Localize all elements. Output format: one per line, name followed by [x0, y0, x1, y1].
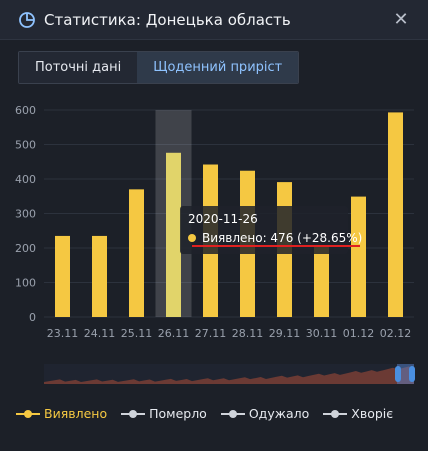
x-tick-label: 26.11: [158, 327, 190, 340]
legend-line-icon: [220, 409, 245, 418]
bar: [351, 196, 366, 317]
legend-line-icon: [16, 409, 40, 418]
x-tick-label: 25.11: [121, 327, 153, 340]
annotation-underline: [192, 245, 360, 247]
bar: [166, 152, 181, 317]
x-tick-label: 01.12: [343, 327, 375, 340]
bar: [55, 235, 70, 317]
legend-label: Померло: [149, 406, 207, 421]
bar: [129, 189, 144, 317]
tooltip-value-row: Виявлено: 476 (+28.65%): [188, 231, 362, 245]
y-tick-label: 500: [15, 139, 36, 152]
legend-item-recovered[interactable]: Одужало: [220, 406, 310, 421]
y-tick-label: 100: [15, 277, 36, 290]
legend-label: Одужало: [248, 406, 310, 421]
pie-chart-icon: [19, 12, 35, 28]
legend-line-icon: [121, 409, 146, 418]
zoom-slider-handle-right[interactable]: [409, 366, 415, 382]
x-tick-label: 24.11: [84, 327, 116, 340]
modal-header: Статистика: Донецька область ✕: [0, 0, 428, 40]
legend-item-sick[interactable]: Хворіє: [323, 406, 393, 421]
x-tick-label: 02.12: [380, 327, 412, 340]
y-tick-label: 300: [15, 208, 36, 221]
tooltip-dot-icon: [188, 234, 196, 242]
zoom-slider-handle-left[interactable]: [395, 366, 401, 382]
y-tick-label: 200: [15, 242, 36, 255]
legend-label: Виявлено: [44, 406, 108, 421]
x-tick-label: 28.11: [232, 327, 264, 340]
close-button[interactable]: ✕: [393, 9, 409, 30]
y-tick-label: 400: [15, 173, 36, 186]
legend-item-detected[interactable]: Виявлено: [16, 406, 107, 421]
x-tick-label: 30.11: [306, 327, 338, 340]
bar: [92, 235, 107, 317]
y-tick-label: 0: [29, 311, 36, 324]
bar: [314, 246, 329, 317]
x-tick-label: 29.11: [269, 327, 301, 340]
tab-group: Поточні дані Щоденний приріст: [18, 51, 300, 84]
chart-legend: Виявлено Померло Одужало Хворіє: [16, 406, 393, 421]
legend-label: Хворіє: [351, 406, 394, 421]
tooltip-value: Виявлено: 476 (+28.65%): [202, 231, 363, 245]
zoom-slider-overview: [44, 366, 414, 384]
legend-line-icon: [323, 409, 348, 418]
x-tick-label: 23.11: [47, 327, 79, 340]
tab-daily-growth[interactable]: Щоденний приріст: [137, 52, 299, 83]
modal-title: Статистика: Донецька область: [44, 11, 291, 29]
tab-current-data[interactable]: Поточні дані: [19, 52, 138, 83]
legend-item-died[interactable]: Померло: [121, 406, 207, 421]
bar: [388, 112, 403, 317]
x-tick-label: 27.11: [195, 327, 227, 340]
tooltip-date: 2020-11-26: [188, 212, 258, 226]
y-tick-label: 600: [15, 104, 36, 117]
